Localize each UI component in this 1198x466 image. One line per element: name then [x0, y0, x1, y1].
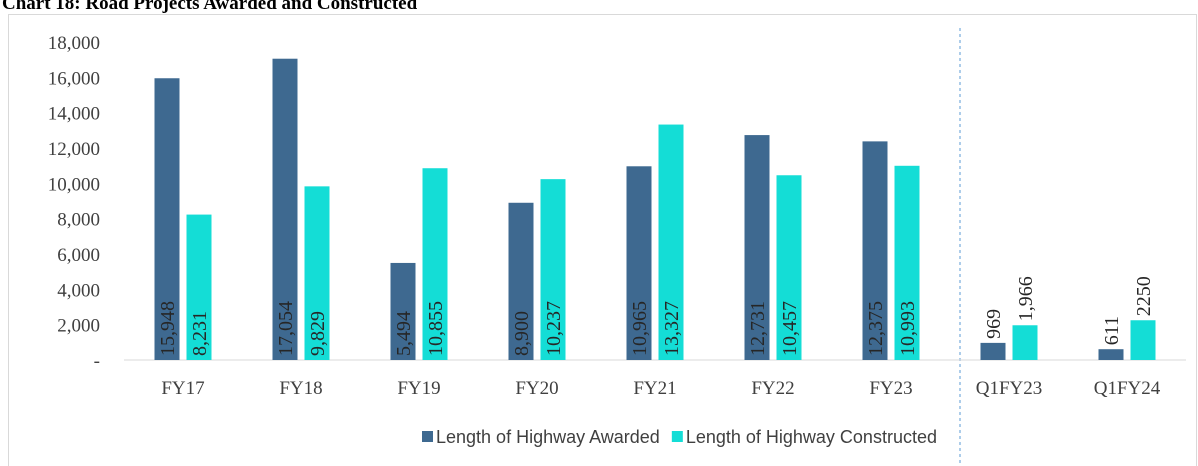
- value-label: 5,494: [393, 311, 415, 356]
- value-label: 10,237: [543, 301, 565, 356]
- value-label: 611: [1101, 316, 1123, 345]
- chart-title: Chart 18: Road Projects Awarded and Cons…: [2, 0, 418, 14]
- y-tick-label: 6,000: [57, 245, 100, 266]
- y-tick-label: 18,000: [48, 33, 100, 54]
- value-label: 10,855: [425, 301, 447, 356]
- y-tick-label: 10,000: [48, 174, 100, 195]
- value-label: 1,966: [1015, 276, 1037, 321]
- value-label: 10,457: [779, 301, 801, 356]
- legend-label: Length of Highway Awarded: [436, 427, 660, 447]
- bar: [154, 78, 180, 360]
- value-label: 12,375: [865, 301, 887, 356]
- value-label: 17,054: [275, 301, 297, 356]
- y-tick-label: 12,000: [48, 139, 100, 160]
- value-label: 15,948: [157, 301, 179, 356]
- bar: [658, 124, 684, 360]
- x-tick-label: Q1FY24: [1094, 378, 1161, 399]
- value-label: 969: [983, 309, 1005, 339]
- value-label: 9,829: [307, 311, 329, 356]
- bar: [272, 58, 298, 360]
- bar: [390, 262, 416, 360]
- bar: [1130, 320, 1156, 360]
- bar: [1098, 349, 1124, 360]
- bar: [894, 165, 920, 360]
- x-tick-label: FY23: [869, 378, 912, 399]
- value-label: 10,965: [629, 301, 651, 356]
- x-tick-label: FY17: [161, 378, 204, 399]
- title-bg: [0, 0, 700, 13]
- value-label: 2250: [1133, 276, 1155, 316]
- bar: [304, 186, 330, 360]
- bar: [422, 168, 448, 360]
- bar: [1012, 325, 1038, 360]
- y-tick-label: 4,000: [57, 280, 100, 301]
- bar: [508, 202, 534, 360]
- x-tick-label: FY21: [633, 378, 676, 399]
- x-tick-label: FY20: [515, 378, 558, 399]
- value-label: 10,993: [897, 301, 919, 356]
- bar: [776, 175, 802, 360]
- bar: [744, 135, 770, 360]
- y-tick-label: -: [94, 351, 100, 372]
- legend-swatch: [671, 431, 683, 442]
- bar: [980, 342, 1006, 360]
- x-tick-label: FY18: [279, 378, 322, 399]
- bar: [626, 166, 652, 360]
- legend-swatch: [422, 431, 433, 442]
- y-tick-label: 14,000: [48, 104, 100, 125]
- y-tick-label: 2,000: [57, 316, 100, 337]
- x-tick-label: Q1FY23: [976, 378, 1043, 399]
- value-label: 8,231: [189, 311, 211, 356]
- value-label: 8,900: [511, 311, 533, 356]
- bar: [186, 214, 212, 360]
- bar: [540, 179, 566, 360]
- x-tick-label: FY22: [751, 378, 794, 399]
- y-tick-label: 16,000: [48, 68, 100, 89]
- value-label: 13,327: [661, 301, 683, 356]
- value-label: 12,731: [747, 301, 769, 356]
- y-tick-label: 8,000: [57, 210, 100, 231]
- x-tick-label: FY19: [397, 378, 440, 399]
- bar: [862, 141, 888, 360]
- legend-label: Length of Highway Constructed: [686, 427, 937, 447]
